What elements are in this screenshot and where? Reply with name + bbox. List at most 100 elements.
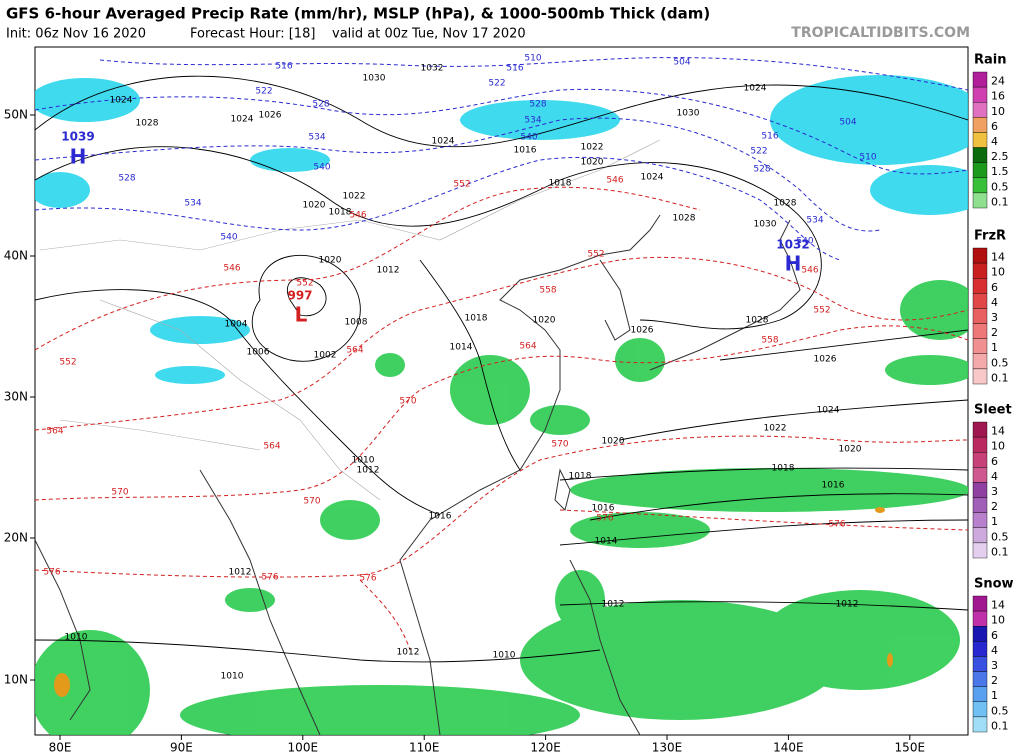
warm-thickness-label: 552 [813,306,830,316]
lat-label: 40N [4,249,28,263]
colorbar-label: 10 [991,105,1005,118]
isobar-label: 1028 [673,214,696,224]
colorbar-segment [972,656,988,672]
legend: Rain241610642.51.50.50.1FrzR1410643210.5… [972,53,1014,733]
colorbar-label: 3 [991,311,998,324]
lon-label: 100E [288,741,319,755]
colorbar-segment [972,671,988,687]
colorbar-segment [972,686,988,702]
cold-thickness-label: 540 [313,163,330,173]
isobar-label: 1006 [247,348,270,358]
warm-thickness-label: 546 [801,266,818,276]
warm-thickness-label: 564 [263,442,280,452]
cold-thickness-label: 528 [753,165,770,175]
colorbar-segment [972,192,988,209]
isobar-label: 1016 [592,504,615,514]
warm-thickness-label: 570 [551,440,568,450]
warm-thickness-label: 546 [606,176,623,186]
colorbar-segment [972,262,988,279]
colorbar-label: 10 [991,266,1005,279]
isobar-label: 1016 [514,146,537,156]
colorbar-label: 10 [991,614,1005,627]
isobar-label: 1016 [429,512,452,522]
colorbar-label: 14 [991,599,1005,612]
warm-thickness-label: 552 [587,250,604,260]
cold-thickness-label: 504 [839,118,856,128]
colorbar-segment [972,338,988,354]
colorbar-label: 6 [991,629,998,642]
warm-thickness-label: 552 [59,358,76,368]
isobar-label: 1020 [533,316,556,326]
cold-thickness-label: 522 [255,87,272,97]
cold-thickness-label: 528 [312,100,329,110]
legend-title: Snow [974,577,1014,592]
isobar-label: 1010 [493,651,516,661]
colorbar-label: 3 [991,485,998,498]
colorbar-segment [972,527,988,544]
colorbar-label: 1.5 [991,165,1009,178]
isobar-label: 1016 [822,481,845,491]
isobar-label: 1012 [836,600,859,610]
isobar-label: 1022 [581,143,604,153]
map-layer [35,57,968,735]
warm-thickness-label: 570 [303,497,320,507]
colorbar-segment [972,247,988,264]
warm-thickness-label: 570 [399,397,416,407]
cold-thickness-label: 540 [796,237,813,247]
cold-thickness-label: 510 [859,153,876,163]
isobar-label: 1002 [314,351,337,361]
isobar-label: 1024 [744,84,767,94]
isobar-label: 1008 [345,318,368,328]
isobar-label: 1024 [231,115,254,125]
isobar-label: 1018 [772,464,795,474]
isobar-label: 1018 [569,472,592,482]
colorbar-segment [972,626,988,642]
cold-thickness-label: 522 [488,79,505,89]
pressure-center-value: 1032 [776,238,809,252]
colorbar-label: 0.5 [991,530,1009,543]
cold-thickness [35,57,968,261]
colorbar-segment [972,595,988,612]
colorbar-label: 24 [991,75,1005,88]
legend-title: Sleet [974,403,1012,418]
colorbar-label: 1 [991,341,998,354]
colorbar-label: 0.1 [991,195,1009,208]
colorbar-segment [972,71,988,88]
isobar-label: 1012 [229,568,252,578]
colorbar-segment [972,610,988,627]
colorbar-segment [972,701,988,718]
cold-thickness-label: 534 [806,216,823,226]
colorbar-segment [972,436,988,453]
colorbar-segment [972,716,988,733]
init-time: Init: 06z Nov 16 2020 [6,27,146,42]
colorbar-label: 2 [991,500,998,513]
colorbar-label: 4 [991,470,998,483]
precip-heavy [54,507,893,697]
colorbar-label: 0.5 [991,356,1009,369]
isobars [35,75,968,663]
colorbar-label: 4 [991,135,998,148]
colorbar-label: 6 [991,281,998,294]
colorbar-segment [972,467,988,483]
isobar-label: 1010 [352,456,375,466]
pressure-center-value: 997 [287,289,312,303]
isobar-label: 1018 [329,208,352,218]
lon-label: 140E [773,741,804,755]
cold-thickness-label: 510 [524,54,541,64]
cold-thickness-label: 516 [761,132,778,142]
isobar-label: 1024 [641,173,664,183]
colorbar-segment [972,497,988,513]
isobar-label: 1012 [397,648,420,658]
cold-thickness-label: 534 [184,199,201,209]
lon-label: 90E [170,741,193,755]
colorbar-label: 4 [991,644,998,657]
cold-thickness-label: 528 [118,174,135,184]
warm-thickness-label: 576 [596,514,613,524]
isobar-label: 1028 [746,316,769,326]
isobar-label: 1010 [221,672,244,682]
cold-thickness-label: 540 [520,133,537,143]
isobar-label: 1032 [421,64,444,74]
warm-thickness-label: 558 [761,336,778,346]
warm-thickness-label: 564 [46,427,63,437]
colorbar-segment [972,117,988,133]
